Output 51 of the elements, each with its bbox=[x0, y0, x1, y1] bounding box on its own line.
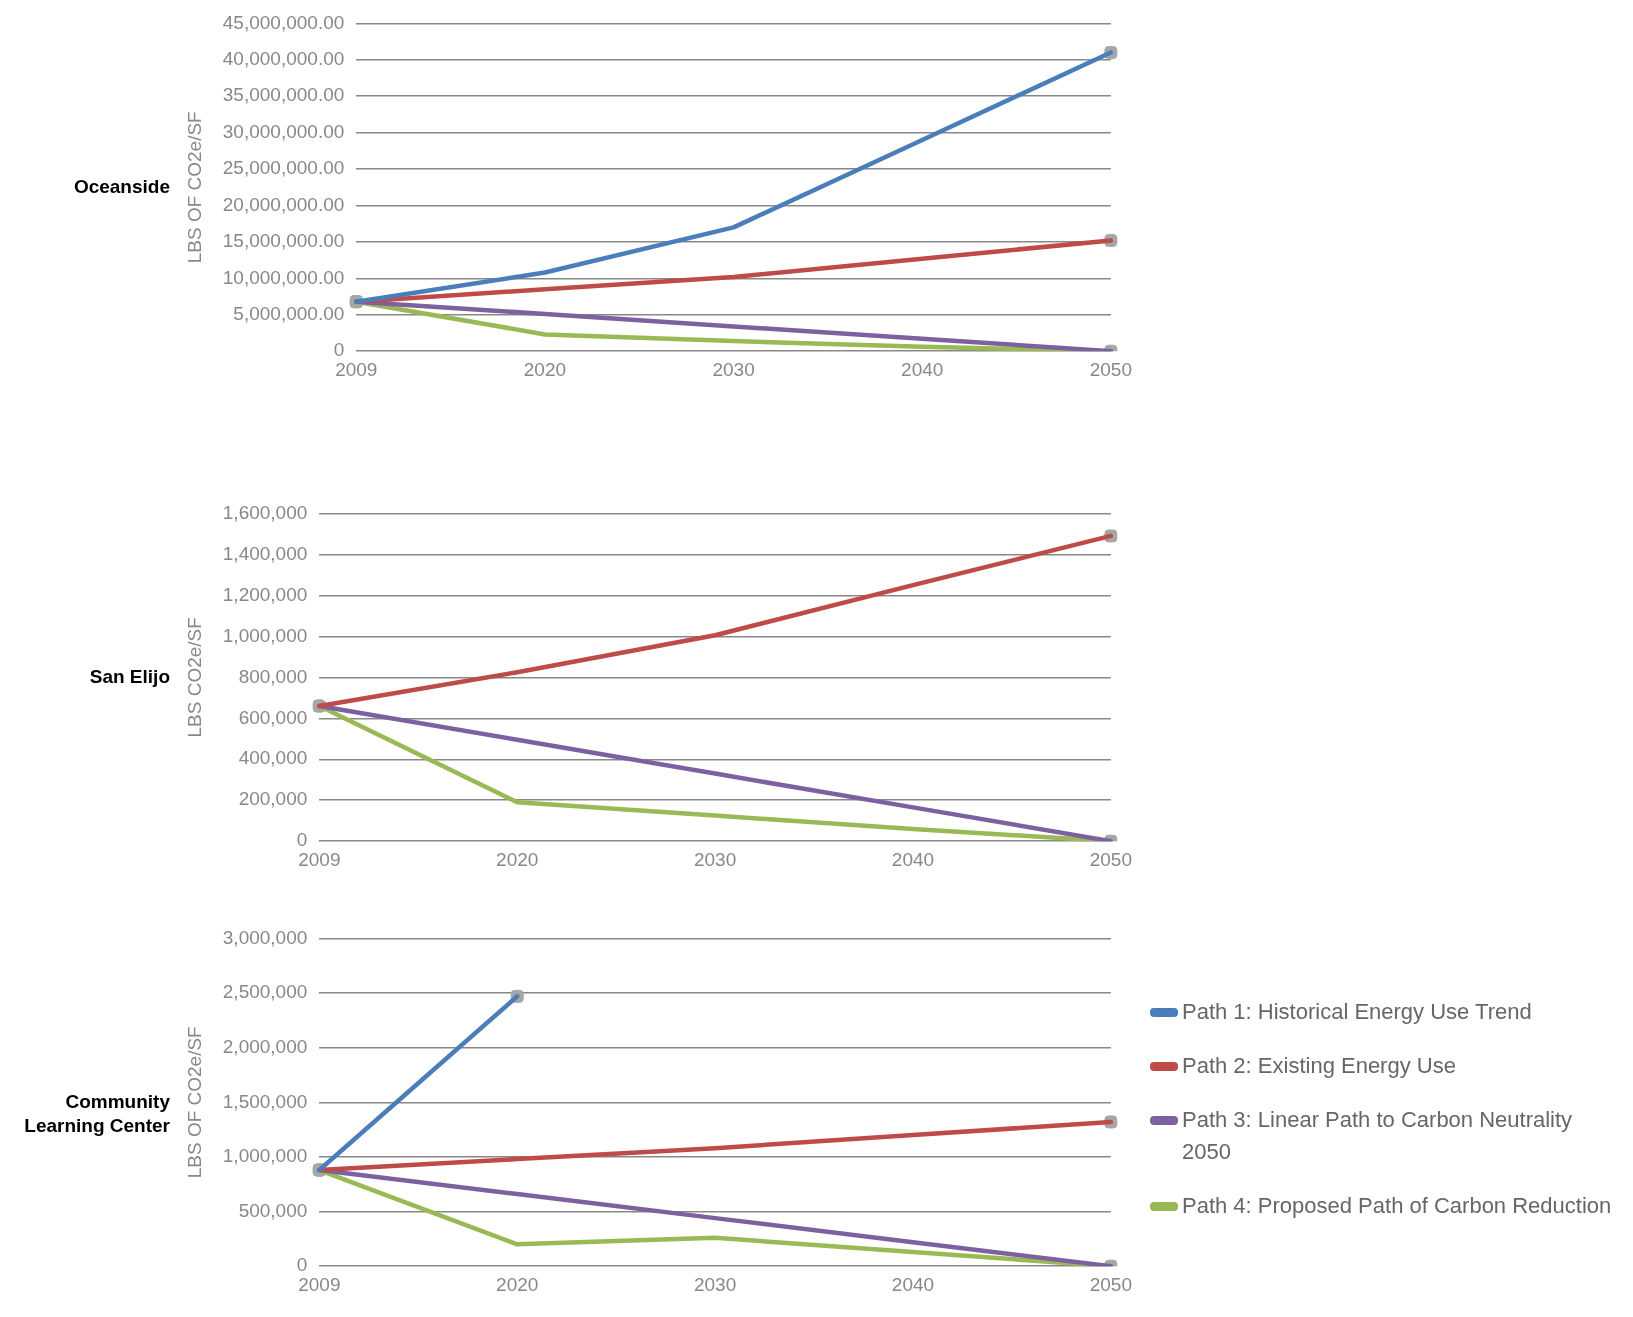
y-tick-label: 1,200,000 bbox=[222, 583, 308, 605]
y-tick-label: 45,000,000.00 bbox=[222, 11, 345, 33]
y-tick-label: 600,000 bbox=[238, 706, 308, 728]
y-tick-label: 40,000,000.00 bbox=[222, 48, 345, 70]
y-tick-label: 500,000 bbox=[238, 1199, 308, 1221]
y-tick-label: 15,000,000.00 bbox=[222, 230, 345, 252]
x-tick-label: 2030 bbox=[693, 848, 737, 870]
y-tick-label: 1,400,000 bbox=[222, 542, 308, 564]
legend-label: Path 3: Linear Path to Carbon Neutrality 2050 bbox=[1182, 1106, 1574, 1167]
x-tick-label: 2030 bbox=[712, 358, 755, 380]
x-tick-label: 2009 bbox=[335, 358, 378, 380]
y-tick-label: 800,000 bbox=[238, 665, 308, 687]
y-tick-label: 35,000,000.00 bbox=[222, 84, 345, 106]
y-tick-label: 2,500,000 bbox=[222, 981, 308, 1003]
legend-label: Path 2: Existing Energy Use bbox=[1182, 1052, 1456, 1081]
y-tick-label: 0 bbox=[333, 339, 345, 361]
x-tick-label: 2009 bbox=[298, 1273, 341, 1295]
y-tick-label: 1,000,000 bbox=[222, 1145, 308, 1167]
y-tick-label: 1,600,000 bbox=[222, 501, 308, 523]
y-tick-label: 1,500,000 bbox=[222, 1090, 308, 1112]
x-tick-label: 2020 bbox=[523, 358, 567, 380]
y-tick-label: 30,000,000.00 bbox=[222, 120, 345, 142]
text: Community Learning Center bbox=[23, 1090, 170, 1139]
x-tick-label: 2040 bbox=[901, 358, 944, 380]
y-axis-title: LBS CO2e/SF bbox=[183, 617, 205, 738]
x-tick-label: 2040 bbox=[891, 1273, 935, 1295]
x-tick-label: 2040 bbox=[891, 848, 935, 870]
y-tick-label: 1,000,000 bbox=[222, 624, 308, 646]
x-tick-label: 2050 bbox=[1089, 1273, 1133, 1295]
y-axis-title: LBS OF CO2e/SF bbox=[183, 1026, 205, 1179]
x-tick-label: 2050 bbox=[1089, 358, 1133, 380]
y-tick-label: 0 bbox=[296, 829, 308, 851]
x-tick-label: 2030 bbox=[693, 1273, 737, 1295]
x-tick-label: 2050 bbox=[1089, 848, 1133, 870]
x-tick-label: 2020 bbox=[496, 848, 539, 870]
y-axis-title: LBS OF CO2e/SF bbox=[183, 111, 205, 264]
text: San Elijo bbox=[88, 665, 170, 690]
y-tick-label: 25,000,000.00 bbox=[222, 157, 345, 179]
legend-label: Path 1: Historical Energy Use Trend bbox=[1182, 998, 1532, 1027]
x-tick-label: 2020 bbox=[496, 1273, 539, 1295]
y-tick-label: 2,000,000 bbox=[222, 1035, 308, 1057]
y-tick-label: 10,000,000.00 bbox=[222, 266, 345, 288]
y-tick-label: 200,000 bbox=[238, 788, 308, 810]
y-tick-label: 5,000,000.00 bbox=[233, 303, 345, 325]
y-tick-label: 20,000,000.00 bbox=[222, 193, 345, 215]
y-tick-label: 3,000,000 bbox=[222, 926, 308, 948]
y-tick-label: 400,000 bbox=[238, 747, 308, 769]
text: Oceanside bbox=[72, 175, 170, 200]
x-tick-label: 2009 bbox=[298, 848, 341, 870]
legend-label: Path 4: Proposed Path of Carbon Reduction bbox=[1182, 1192, 1612, 1221]
y-tick-label: 0 bbox=[296, 1254, 308, 1276]
